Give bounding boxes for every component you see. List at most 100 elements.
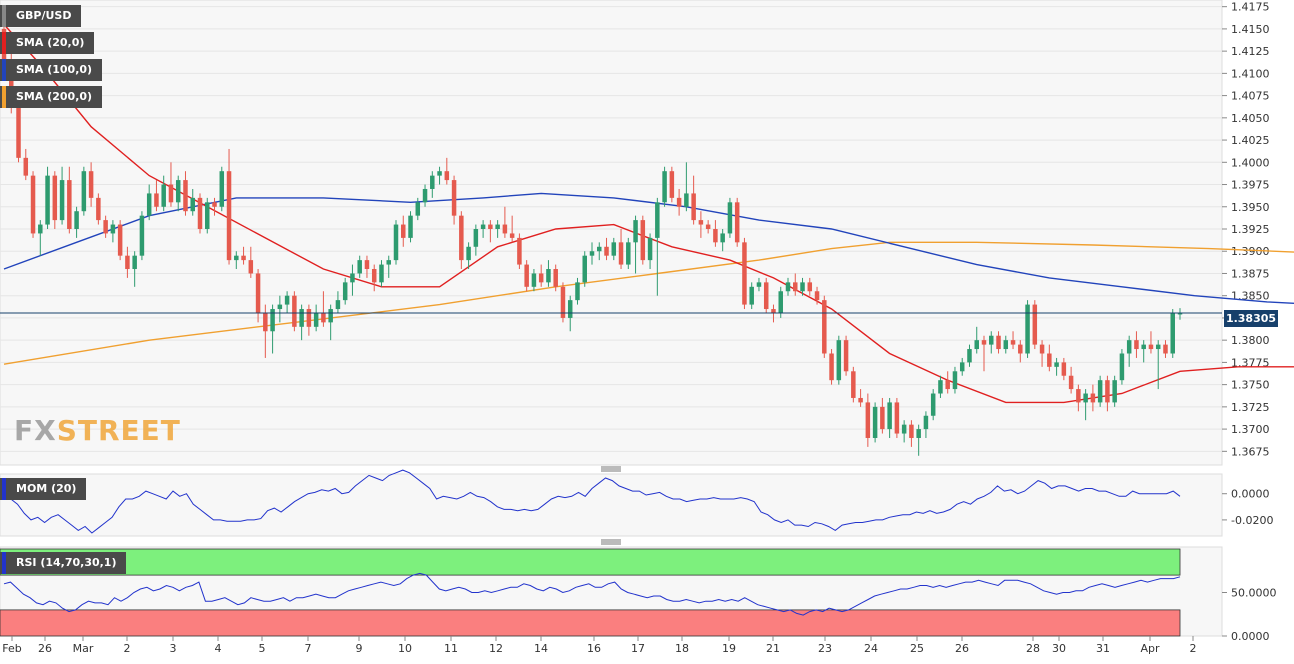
candle	[560, 282, 566, 323]
candle-body	[1170, 313, 1175, 354]
candle	[422, 184, 428, 207]
symbol-label[interactable]: GBP/USD	[0, 5, 82, 27]
candle-body	[139, 215, 145, 256]
candle-body	[38, 224, 43, 234]
candle-body	[945, 380, 950, 390]
candle	[292, 291, 297, 332]
candle	[386, 255, 391, 278]
rsi-path	[3, 572, 1181, 616]
candle	[1018, 340, 1023, 363]
candle	[1141, 340, 1146, 363]
price-tick-label: 1.3875	[1231, 267, 1270, 280]
candle-body	[226, 171, 232, 261]
time-tick-label: 28	[1026, 642, 1040, 655]
candle-body	[814, 291, 820, 301]
candle-body	[306, 309, 312, 327]
rsi-legend[interactable]: RSI (14,70,30,1)	[0, 552, 127, 574]
candle-body	[364, 260, 370, 270]
time-tick-label: 26	[955, 642, 969, 655]
sma100-swatch	[2, 59, 6, 81]
candle-body	[1090, 393, 1096, 403]
candle-body	[168, 184, 174, 203]
candle	[959, 357, 965, 376]
candle	[466, 242, 471, 270]
candle	[785, 277, 791, 296]
candle-body	[851, 371, 856, 398]
sma100-legend[interactable]: SMA (100,0)	[0, 59, 103, 81]
candle-body	[1112, 380, 1117, 403]
candle-body	[756, 282, 762, 287]
candle-body	[1105, 380, 1110, 403]
candle-body	[858, 397, 863, 403]
candle	[248, 246, 254, 278]
candle-body	[923, 415, 929, 430]
candle-body	[1148, 344, 1154, 350]
price-tick-label: 1.3900	[1231, 245, 1270, 258]
candle	[502, 206, 508, 238]
candle-body	[734, 202, 740, 243]
candle	[74, 206, 79, 238]
candle	[1032, 300, 1038, 350]
candle	[923, 411, 929, 438]
candle	[284, 291, 290, 314]
candle	[81, 166, 87, 216]
candle	[313, 304, 319, 332]
panel-resize-handle[interactable]	[601, 466, 621, 472]
candle-body	[567, 300, 573, 318]
rsi-axis: 50.0000 0.0000	[1222, 587, 1277, 643]
candle	[1119, 349, 1125, 385]
candle	[836, 335, 842, 385]
sma100-legend-text: SMA (100,0)	[16, 63, 93, 76]
candle-body	[611, 242, 617, 256]
candle-body	[451, 180, 457, 216]
last-price-tag: 1.38305	[1224, 310, 1278, 327]
candle	[495, 220, 500, 238]
candle-body	[430, 175, 435, 189]
candle	[342, 277, 348, 305]
candle	[103, 215, 108, 238]
candle-body	[981, 340, 987, 345]
candle	[52, 171, 58, 229]
time-tick-label: 30	[1052, 642, 1066, 655]
time-tick-label: 18	[675, 642, 689, 655]
candle	[793, 273, 798, 296]
panel-resize-handle[interactable]	[601, 539, 621, 545]
time-tick-label: 17	[631, 642, 645, 655]
candle	[335, 291, 341, 314]
candle-body	[9, 60, 14, 105]
candle	[430, 171, 435, 198]
candle	[938, 375, 943, 398]
candle-body	[749, 286, 754, 305]
candle-body	[727, 202, 733, 234]
candle-body	[785, 282, 791, 292]
candle-body	[270, 309, 275, 332]
candle-body	[1003, 340, 1009, 350]
candle-body	[415, 202, 421, 216]
candle-body	[582, 255, 587, 283]
candle	[1163, 340, 1168, 358]
candle	[88, 162, 94, 207]
candle	[611, 237, 617, 261]
sma200-legend[interactable]: SMA (200,0)	[0, 86, 103, 108]
candle	[662, 166, 667, 207]
candle-body	[488, 224, 493, 229]
candle	[488, 220, 493, 243]
candle-body	[546, 269, 551, 283]
candle-body	[698, 220, 704, 225]
candle	[865, 393, 871, 447]
candle	[524, 260, 529, 292]
candle	[807, 277, 813, 296]
candle-body	[473, 228, 479, 247]
sma20-legend[interactable]: SMA (20,0)	[0, 32, 95, 54]
momentum-legend[interactable]: MOM (20)	[0, 478, 87, 500]
candle	[1155, 340, 1161, 390]
time-tick-label: 10	[398, 642, 412, 655]
candle-body	[502, 224, 508, 234]
price-tick-label: 1.4100	[1231, 67, 1270, 80]
candle-body	[96, 197, 101, 221]
candle	[676, 188, 682, 216]
candle-body	[720, 233, 725, 243]
candle	[350, 264, 355, 296]
price-tick-label: 1.3700	[1231, 423, 1270, 436]
